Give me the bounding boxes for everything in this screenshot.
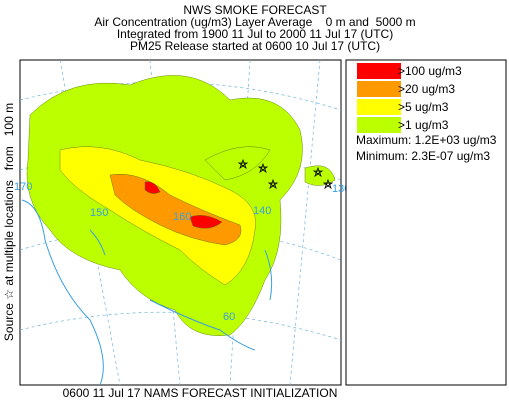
map-label: 150	[90, 207, 108, 219]
legend-swatch	[357, 81, 401, 97]
map-label: 160	[173, 211, 191, 223]
subtitle: Air Concentration (ug/m3) Layer Average …	[94, 15, 415, 29]
legend: Maximum: 1.2E+03 ug/m3 Minimum: 2.3E-07 …	[345, 59, 507, 386]
legend-label: >5 ug/m3	[398, 100, 449, 114]
legend-swatch	[357, 99, 401, 115]
legend-label: >1 ug/m3	[398, 118, 449, 132]
legend-label: >100 ug/m3	[398, 64, 462, 78]
subtitle: Integrated from 1900 11 Jul to 2000 11 J…	[117, 27, 393, 41]
legend-label: >20 ug/m3	[398, 82, 455, 96]
map-label: 170	[14, 181, 32, 193]
legend-swatch	[357, 117, 401, 133]
smoke-area	[144, 181, 223, 229]
title: NWS SMOKE FORECAST	[183, 3, 327, 17]
legend-swatch	[357, 63, 401, 79]
footer: 0600 11 Jul 17 NAMS FORECAST INITIALIZAT…	[63, 386, 338, 400]
legend-minimum: Minimum: 2.3E-07 ug/m3	[356, 149, 490, 163]
subtitle: PM25 Release started at 0600 10 Jul 17 (…	[130, 39, 380, 53]
map: 170 160 150 140 130 60	[14, 59, 350, 386]
map-label: 140	[253, 205, 271, 217]
source-markers	[237, 158, 334, 190]
coastline	[21, 199, 273, 385]
smoke-area	[204, 146, 271, 181]
legend-maximum: Maximum: 1.2E+03 ug/m3	[356, 133, 497, 147]
map-label: 60	[223, 311, 235, 323]
source-label: Source ☆ at multiple locations from 100 …	[2, 103, 16, 341]
